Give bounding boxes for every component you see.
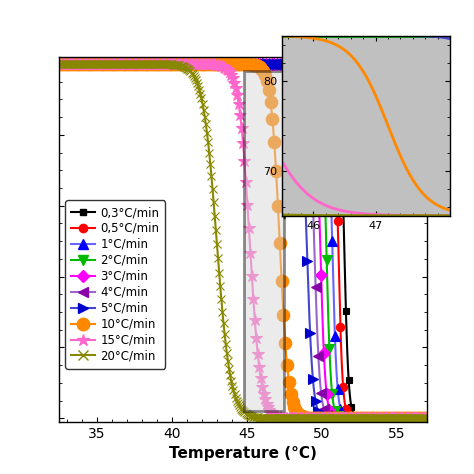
Bar: [244, 71, 284, 411]
X-axis label: Temperature (°C): Temperature (°C): [169, 447, 317, 461]
Legend: 0,3°C/min, 0,5°C/min, 1°C/min, 2°C/min, 3°C/min, 4°C/min, 5°C/min, 10°C/min, 15°: 0,3°C/min, 0,5°C/min, 1°C/min, 2°C/min, …: [65, 200, 165, 368]
